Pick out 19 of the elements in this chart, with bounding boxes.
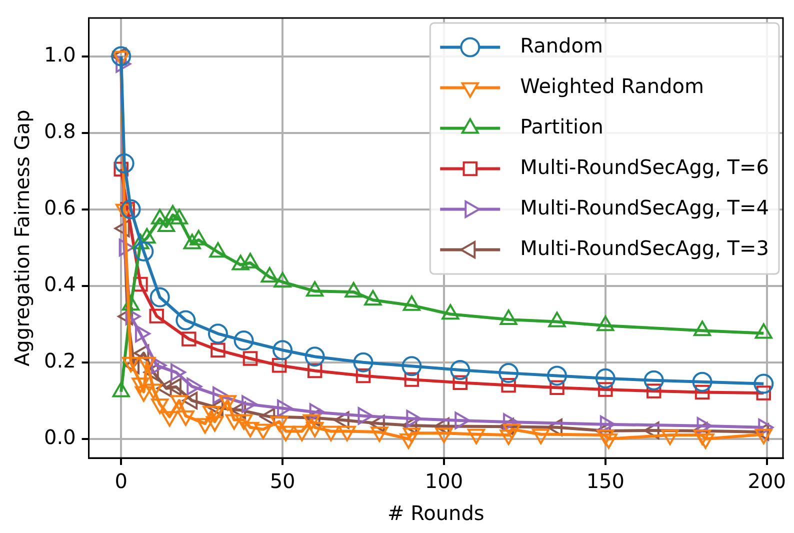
x-tick-label: 0: [114, 469, 128, 494]
x-tick-label: 200: [748, 469, 786, 494]
y-axis-title: Aggregation Fairness Gap: [10, 110, 34, 366]
x-tick-label: 150: [586, 469, 625, 494]
legend-label: Multi-RoundSecAgg, T=3: [520, 236, 770, 260]
y-tick-label: 0.8: [44, 118, 76, 143]
y-tick-label: 0.2: [44, 348, 76, 373]
y-tick-label: 0.0: [44, 425, 76, 450]
y-tick-label: 0.6: [44, 196, 76, 220]
legend-label: Partition: [520, 114, 604, 138]
x-axis-title: # Rounds: [387, 501, 484, 526]
y-tick-label: 0.4: [44, 272, 76, 296]
x-tick-label: 100: [424, 469, 464, 494]
x-tick-label: 50: [270, 469, 296, 494]
legend-label: Multi-RoundSecAgg, T=4: [520, 195, 770, 220]
legend-label: Weighted Random: [520, 74, 704, 98]
legend-label: Random: [520, 33, 603, 58]
y-tick-label: 1.0: [44, 42, 76, 66]
legend-label: Multi-RoundSecAgg, T=6: [520, 154, 770, 179]
